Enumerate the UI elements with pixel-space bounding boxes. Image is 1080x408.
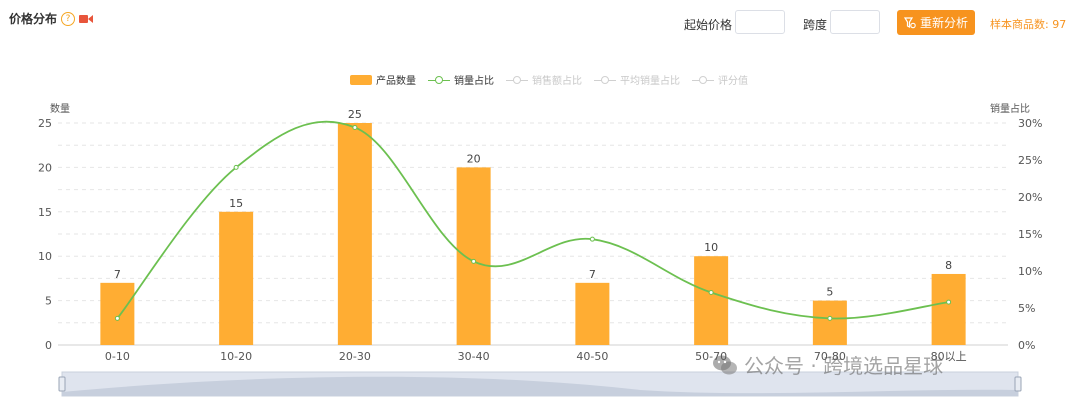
- legend-item[interactable]: 平均销量占比: [594, 72, 680, 87]
- y-tick-label: 10: [38, 250, 52, 263]
- bar: [931, 273, 966, 345]
- y-tick-label: 20: [38, 161, 52, 174]
- bar-data-label: 20: [467, 152, 481, 165]
- start-price-label: 起始价格: [684, 18, 733, 32]
- chart-legend: 产品数量 销量占比 销售额占比 平均销量占比 评分值: [350, 72, 748, 87]
- bar: [100, 282, 135, 345]
- legend-bar-swatch: [350, 74, 372, 85]
- legend-line-swatch: [692, 75, 714, 85]
- reanalyze-button[interactable]: 重新分析: [897, 10, 975, 35]
- line-point: [114, 315, 120, 321]
- bar: [456, 167, 491, 345]
- legend-line-swatch: [506, 75, 528, 85]
- y2-axis-title: 销量占比: [990, 104, 1030, 115]
- y-tick-label: 25: [38, 117, 52, 130]
- bar: [812, 300, 847, 345]
- legend-label: 产品数量: [376, 76, 416, 87]
- bar-data-label: 7: [114, 268, 121, 281]
- line-point: [946, 299, 952, 305]
- legend-item[interactable]: 销售额占比: [506, 72, 582, 87]
- legend-label: 评分值: [718, 76, 748, 87]
- page-title: 价格分布 ?: [9, 10, 94, 27]
- bar-data-label: 15: [229, 197, 243, 210]
- x-tick-label: 40-50: [576, 350, 608, 363]
- y2-tick-label: 0%: [1018, 339, 1035, 352]
- legend-label: 销售额占比: [532, 76, 582, 87]
- y-tick-label: 0: [45, 339, 52, 352]
- bar-data-label: 7: [589, 268, 596, 281]
- line-point: [471, 258, 477, 264]
- x-tick-label: 80以上: [931, 350, 967, 363]
- line-point: [233, 164, 239, 170]
- wechat-icon: [713, 355, 737, 374]
- bar-data-label: 8: [945, 259, 952, 272]
- legend-item[interactable]: 销量占比: [428, 72, 494, 87]
- span-input[interactable]: [830, 10, 880, 34]
- bar-data-label: 25: [348, 108, 362, 121]
- start-price-input[interactable]: [735, 10, 785, 34]
- x-tick-label: 70-80: [814, 350, 846, 363]
- x-tick-label: 0-10: [105, 350, 130, 363]
- legend-item[interactable]: 产品数量: [350, 72, 416, 87]
- legend-line-swatch: [428, 75, 450, 85]
- y2-tick-label: 25%: [1018, 154, 1042, 167]
- x-tick-label: 30-40: [458, 350, 490, 363]
- bar: [219, 211, 254, 345]
- legend-label: 平均销量占比: [620, 76, 680, 87]
- span-label: 跨度: [803, 18, 828, 32]
- bar-data-label: 10: [704, 241, 718, 254]
- y2-tick-label: 30%: [1018, 117, 1042, 130]
- bar: [694, 256, 729, 345]
- y2-tick-label: 5%: [1018, 302, 1035, 315]
- line-point: [589, 236, 595, 242]
- y2-tick-label: 20%: [1018, 191, 1042, 204]
- legend-label: 销量占比: [454, 76, 494, 87]
- y-axis-title: 数量: [50, 104, 70, 115]
- line-point: [708, 289, 714, 295]
- bar-data-label: 5: [826, 286, 833, 299]
- zoom-slider-preview: [62, 376, 1018, 396]
- sample-count: 样本商品数: 97: [990, 18, 1067, 31]
- y-tick-label: 15: [38, 206, 52, 219]
- chart-title: 价格分布: [9, 12, 58, 26]
- reanalyze-label: 重新分析: [919, 16, 968, 30]
- zoom-handle-right[interactable]: [1014, 376, 1022, 392]
- watermark: 公众号 · 跨境选品星球: [712, 350, 943, 379]
- watermark-text: 公众号 · 跨境选品星球: [744, 354, 944, 378]
- line-point: [352, 124, 358, 130]
- y-tick-label: 5: [45, 295, 52, 308]
- bar: [337, 123, 372, 345]
- video-icon[interactable]: [79, 14, 94, 24]
- x-tick-label: 20-30: [339, 350, 371, 363]
- y2-tick-label: 10%: [1018, 265, 1042, 278]
- line-point: [827, 315, 833, 321]
- x-tick-label: 10-20: [220, 350, 252, 363]
- legend-item[interactable]: 评分值: [692, 72, 748, 87]
- y2-tick-label: 15%: [1018, 228, 1042, 241]
- bar: [575, 282, 610, 345]
- zoom-handle-left[interactable]: [58, 376, 66, 392]
- help-icon[interactable]: ?: [61, 11, 76, 26]
- filter-refresh-icon: [903, 16, 916, 28]
- legend-line-swatch: [594, 75, 616, 85]
